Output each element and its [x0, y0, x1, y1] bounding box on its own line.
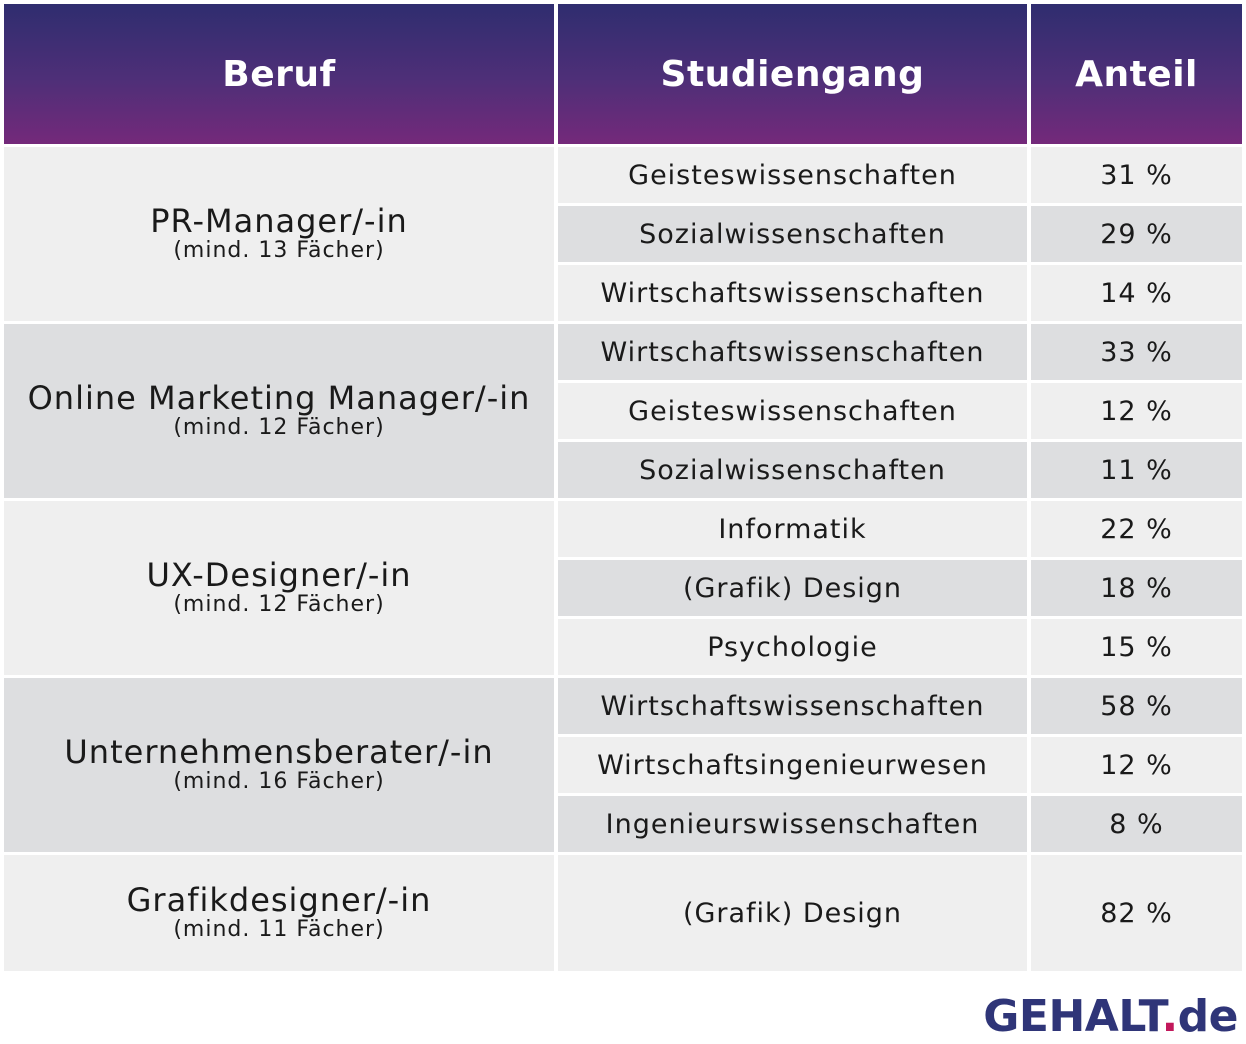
beruf-note: (mind. 13 Fächer)	[173, 238, 385, 263]
group-online-marketing-manager: Online Marketing Manager/-in (mind. 12 F…	[4, 324, 554, 498]
anteil-cell: 82 %	[1031, 855, 1242, 971]
beruf-note: (mind. 11 Fächer)	[173, 917, 385, 942]
beruf-note: (mind. 12 Fächer)	[173, 592, 385, 617]
anteil-cell: 18 %	[1031, 560, 1242, 616]
gehalt-logo: GEHALT.de	[983, 991, 1238, 1042]
anteil-cell: 15 %	[1031, 619, 1242, 675]
anteil-cell: 11 %	[1031, 442, 1242, 498]
beruf-note: (mind. 12 Fächer)	[173, 415, 385, 440]
studiengang-cell: (Grafik) Design	[558, 855, 1027, 971]
logo-name: GEHALT	[983, 991, 1162, 1042]
studiengang-cell: Wirtschaftswissenschaften	[558, 324, 1027, 380]
anteil-cell: 8 %	[1031, 796, 1242, 852]
beruf-name: Grafikdesigner/-in	[126, 881, 432, 919]
beruf-note: (mind. 16 Fächer)	[173, 769, 385, 794]
studiengang-cell: Wirtschaftsingenieurwesen	[558, 737, 1027, 793]
header-studiengang: Studiengang	[558, 4, 1027, 144]
anteil-cell: 22 %	[1031, 501, 1242, 557]
studiengang-cell: Geisteswissenschaften	[558, 147, 1027, 203]
header-anteil: Anteil	[1031, 4, 1242, 144]
beruf-name: UX-Designer/-in	[146, 556, 412, 594]
studiengang-cell: Psychologie	[558, 619, 1027, 675]
group-grafikdesigner: Grafikdesigner/-in (mind. 11 Fächer)	[4, 855, 554, 971]
studiengang-cell: Sozialwissenschaften	[558, 442, 1027, 498]
group-pr-manager: PR-Manager/-in (mind. 13 Fächer)	[4, 147, 554, 321]
anteil-cell: 29 %	[1031, 206, 1242, 262]
anteil-cell: 58 %	[1031, 678, 1242, 734]
beruf-name: Unternehmensberater/-in	[64, 733, 494, 771]
group-ux-designer: UX-Designer/-in (mind. 12 Fächer)	[4, 501, 554, 675]
anteil-cell: 33 %	[1031, 324, 1242, 380]
beruf-name: Online Marketing Manager/-in	[27, 379, 531, 417]
anteil-cell: 31 %	[1031, 147, 1242, 203]
beruf-name: PR-Manager/-in	[150, 202, 408, 240]
studiengang-cell: Geisteswissenschaften	[558, 383, 1027, 439]
anteil-cell: 12 %	[1031, 737, 1242, 793]
studiengang-cell: Wirtschaftswissenschaften	[558, 678, 1027, 734]
logo-dot: .	[1161, 991, 1178, 1042]
logo-tld: de	[1177, 991, 1239, 1042]
header-beruf: Beruf	[4, 4, 554, 144]
anteil-cell: 14 %	[1031, 265, 1242, 321]
studiengang-cell: Sozialwissenschaften	[558, 206, 1027, 262]
group-unternehmensberater: Unternehmensberater/-in (mind. 16 Fächer…	[4, 678, 554, 852]
studiengang-cell: (Grafik) Design	[558, 560, 1027, 616]
studiengang-cell: Wirtschaftswissenschaften	[558, 265, 1027, 321]
studiengang-cell: Informatik	[558, 501, 1027, 557]
anteil-cell: 12 %	[1031, 383, 1242, 439]
studiengang-cell: Ingenieurswissenschaften	[558, 796, 1027, 852]
